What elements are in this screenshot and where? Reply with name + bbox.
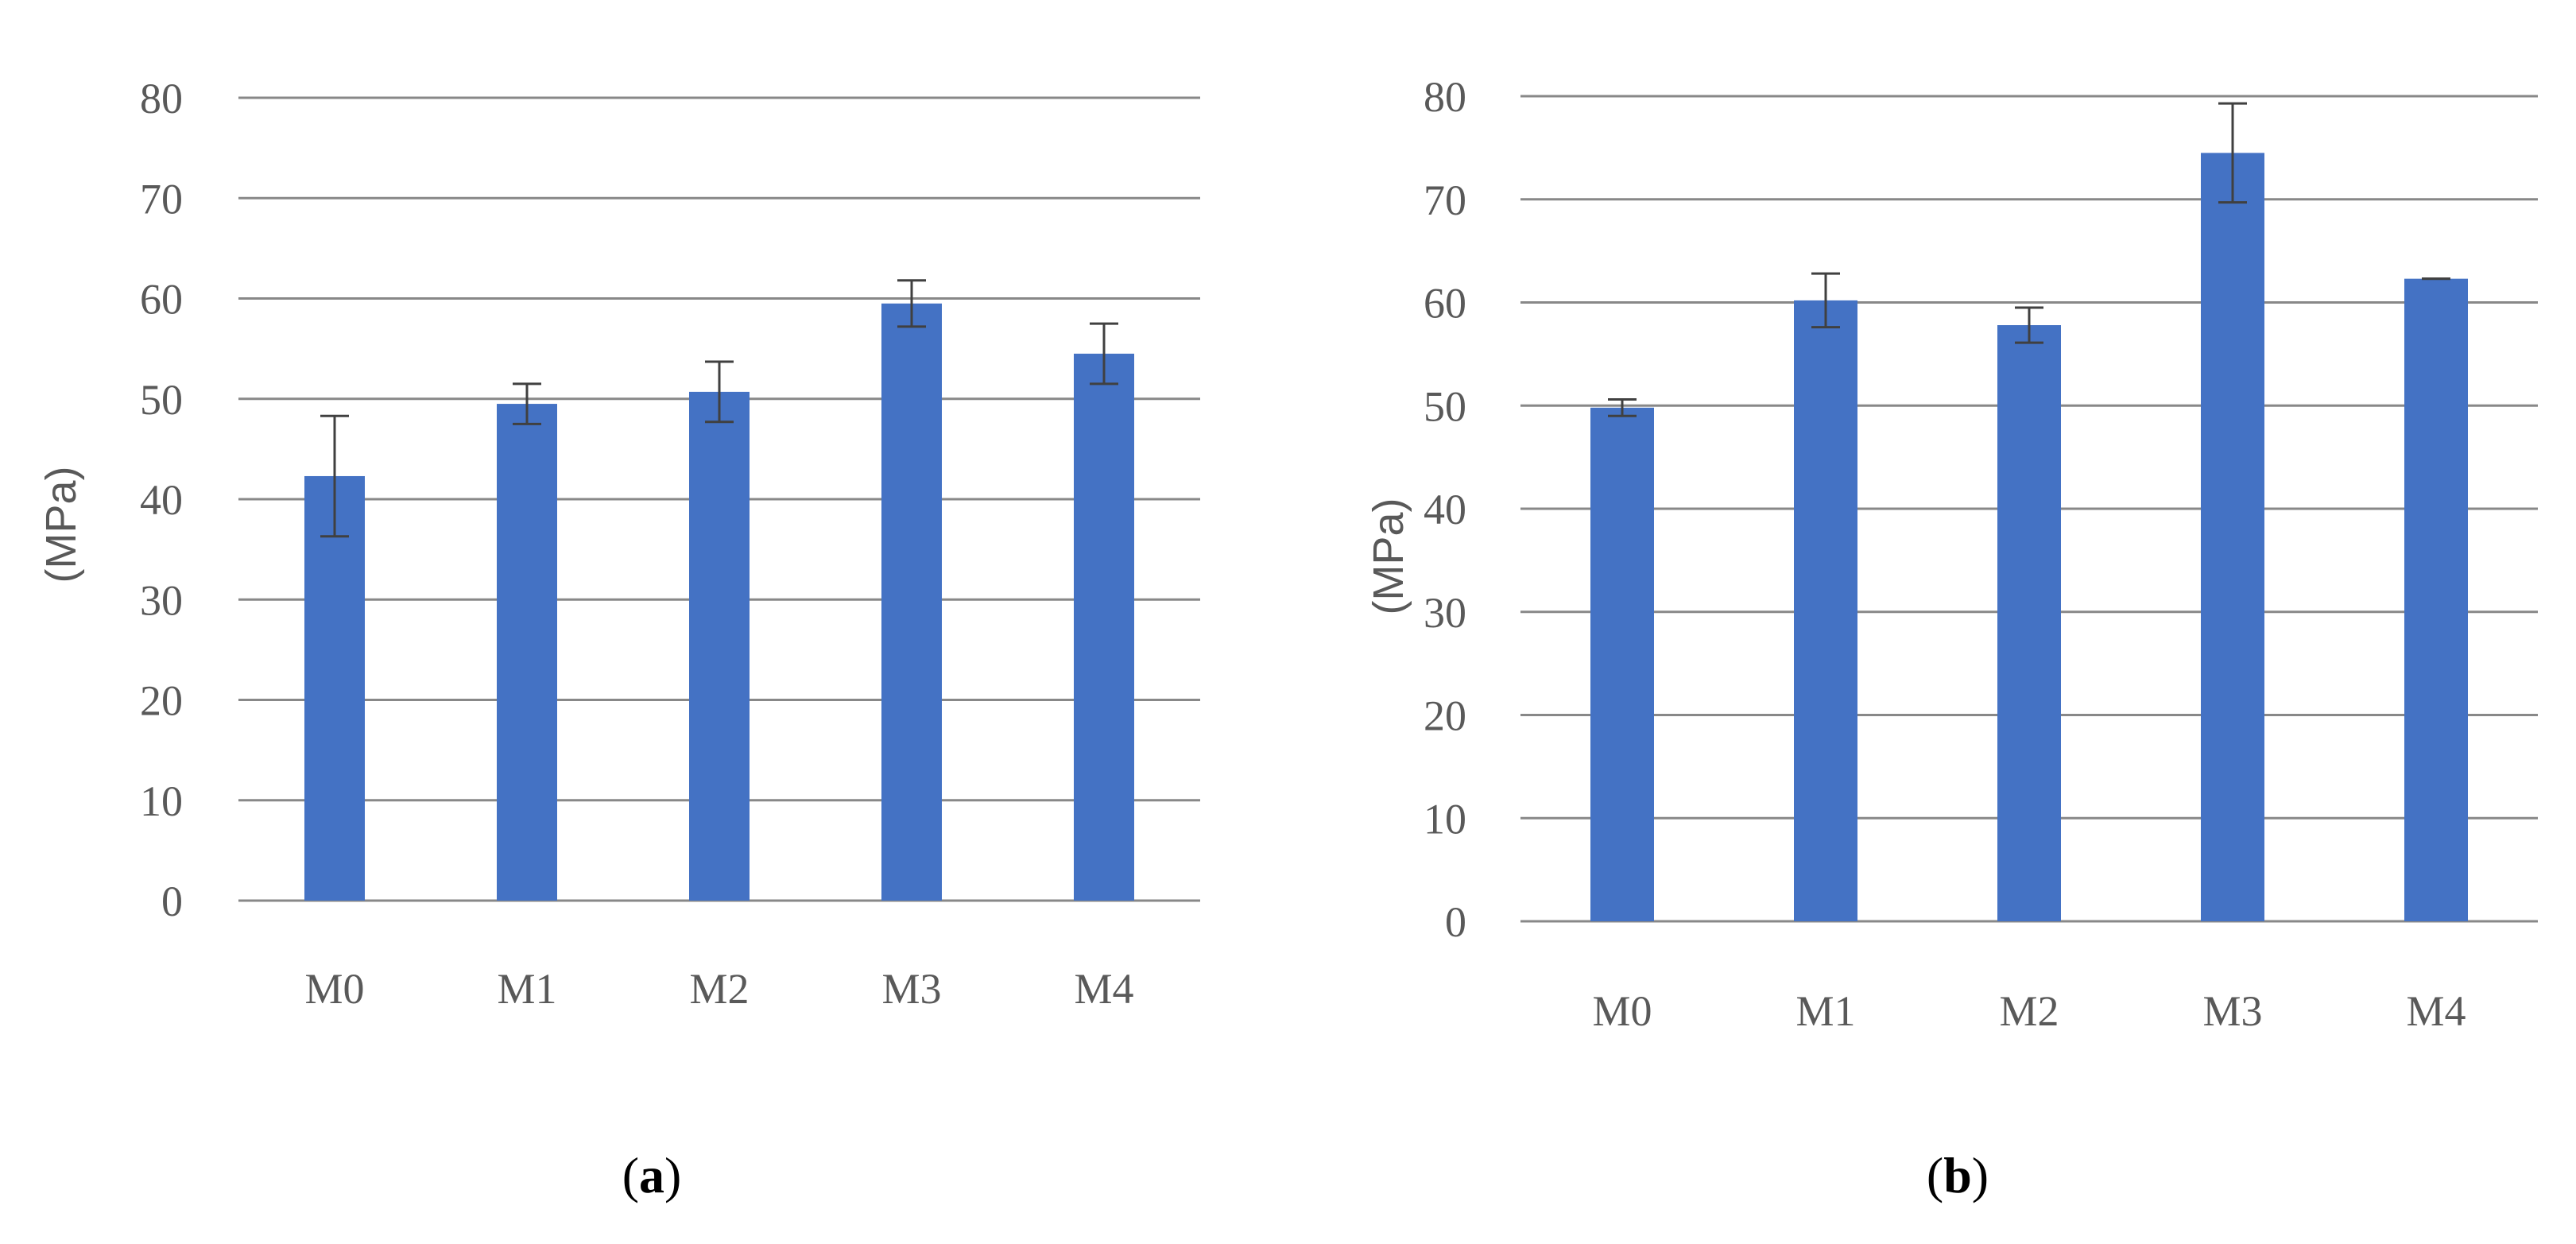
error-bar-m0: [1608, 397, 1637, 417]
y-tick-label: 0: [161, 878, 183, 925]
y-tick-label: 40: [1424, 486, 1466, 533]
bar-m3: [881, 303, 942, 901]
error-bar-m2: [2015, 306, 2043, 344]
y-tick-label: 60: [140, 276, 183, 324]
y-tick-label: 10: [140, 777, 183, 825]
y-tick-label: 70: [1424, 176, 1466, 224]
panel-label: a: [639, 1147, 664, 1203]
y-tick-label: 10: [1424, 795, 1466, 843]
y-axis-label: (MPa): [37, 467, 85, 583]
error-bar-m1: [1811, 272, 1840, 329]
y-tick-label: 30: [1424, 589, 1466, 637]
x-tick-label: M2: [1999, 987, 2059, 1035]
x-tick-label: M2: [689, 965, 749, 1013]
y-tick-label: 80: [1424, 73, 1466, 121]
y-axis-label: (MPa): [1365, 498, 1412, 615]
x-tick-label: M4: [2406, 987, 2466, 1035]
y-tick-label: 40: [140, 476, 183, 524]
x-tick-label: M1: [497, 965, 556, 1013]
y-tick-label: 20: [140, 677, 183, 725]
y-tick-label: 50: [1424, 382, 1466, 430]
x-tick-label: M3: [881, 965, 941, 1013]
bar-m1: [497, 404, 557, 901]
bar-m3: [2201, 153, 2264, 922]
y-tick-label: 20: [1424, 692, 1466, 740]
x-tick-label: M3: [2202, 987, 2262, 1035]
y-tick-label: 80: [140, 75, 183, 122]
y-tick-label: 50: [140, 376, 183, 424]
error-bar-m1: [513, 382, 541, 425]
bar-m2: [689, 391, 750, 901]
y-tick-label: 0: [1445, 898, 1466, 946]
y-tick-label: 70: [140, 175, 183, 223]
x-tick-label: M1: [1795, 987, 1855, 1035]
x-tick-label: M0: [304, 965, 364, 1013]
bar-m1: [1794, 300, 1857, 921]
bar-m0: [1590, 407, 1654, 921]
chart-b: 0 10 20 30 40 50 60 70 80 (MPa) M0 M1 M2 M3 M4 (b): [1365, 73, 2538, 1203]
panel-caption: (a): [622, 1147, 682, 1203]
panel-caption: (b): [1927, 1147, 1989, 1203]
error-bar-m2: [705, 360, 734, 424]
error-bar-m3: [897, 279, 926, 328]
x-tick-label: M0: [1592, 987, 1652, 1035]
x-tick-label: M4: [1074, 965, 1133, 1013]
bar-m2: [1997, 325, 2061, 921]
bar-m4: [1074, 353, 1134, 901]
chart-a: 0 10 20 30 40 50 60 70 80 (MPa) M0 M1 M2 M3 M4 (a): [37, 75, 1200, 1203]
panel-label: b: [1943, 1147, 1972, 1203]
y-tick-label: 30: [140, 576, 183, 624]
error-bar-m4: [1090, 322, 1118, 386]
error-bar-m3: [2218, 102, 2247, 204]
y-tick-label: 60: [1424, 280, 1466, 327]
error-bar-m0: [320, 414, 349, 538]
bar-m0: [304, 475, 365, 901]
bar-m4: [2404, 278, 2468, 922]
